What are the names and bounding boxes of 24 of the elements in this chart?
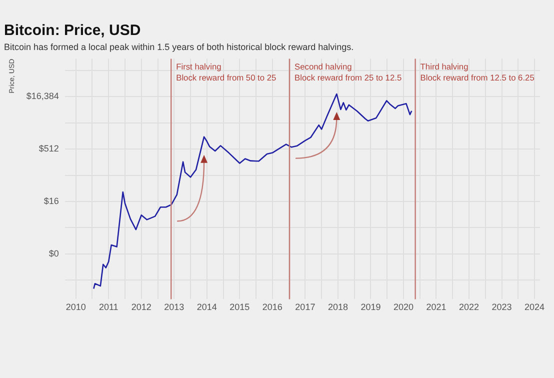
x-tick-label: 2016 bbox=[262, 302, 282, 312]
x-tick-label: 2020 bbox=[393, 302, 414, 312]
x-tick-label: 2021 bbox=[426, 302, 446, 312]
y-tick-label: $512 bbox=[38, 144, 59, 154]
chart-title: Bitcoin: Price, USD bbox=[4, 22, 141, 40]
chart-subtitle: Bitcoin has formed a local peak within 1.5 years of both historical block reward halvings. bbox=[4, 42, 354, 52]
x-tick-label: 2010 bbox=[66, 302, 86, 312]
x-tick-label: 2012 bbox=[131, 302, 152, 312]
x-tick-label: 2024 bbox=[524, 302, 545, 312]
ref-line-label: Third halving Block reward from 12.5 to 6.25 bbox=[420, 61, 535, 82]
ref-line-label: Second halving Block reward from 25 to 12.5 bbox=[294, 61, 402, 82]
x-tick-label: 2018 bbox=[328, 302, 348, 312]
x-tick-label: 2022 bbox=[458, 302, 480, 312]
x-tick-label: 2014 bbox=[196, 302, 217, 312]
x-tick-label: 2013 bbox=[164, 302, 184, 312]
y-tick-label: $0 bbox=[48, 248, 59, 258]
x-tick-label: 2019 bbox=[360, 302, 381, 312]
x-tick-label: 2023 bbox=[492, 302, 512, 312]
y-tick-label: $16 bbox=[44, 196, 59, 206]
x-tick-label: 2015 bbox=[230, 302, 250, 312]
ref-line-label: First halving Block reward from 50 to 25 bbox=[176, 61, 277, 82]
x-tick-label: 2011 bbox=[98, 302, 118, 312]
y-tick-label: $16,384 bbox=[26, 91, 59, 102]
x-tick-label: 2017 bbox=[295, 302, 316, 312]
